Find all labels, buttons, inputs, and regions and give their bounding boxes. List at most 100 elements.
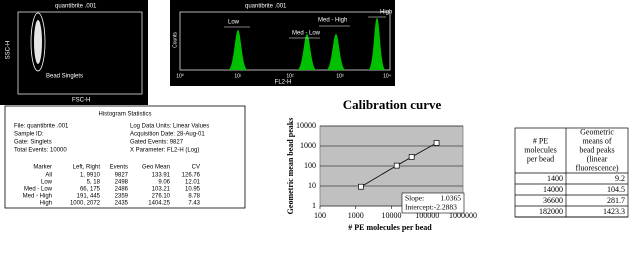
- info-line: Gate: Singlets: [14, 140, 52, 146]
- stats-cell: 9.06: [158, 180, 170, 186]
- y-label: Counts: [172, 32, 178, 48]
- table-cell: 281.7: [607, 196, 625, 205]
- y-tick-label: 1: [312, 201, 316, 210]
- x-tick-label: 100000: [415, 211, 439, 220]
- stats-cell: 9827: [115, 173, 129, 179]
- table-cell: 14000: [543, 185, 563, 194]
- chart-title: Calibration curve: [343, 97, 442, 112]
- y-label: Geometric mean bead peaks: [286, 118, 295, 215]
- panel: [170, 0, 395, 86]
- stats-cell: Low: [41, 180, 53, 186]
- stats-cell: 12.01: [185, 180, 201, 186]
- line: [360, 142, 437, 188]
- stats-cell: 2435: [115, 201, 129, 207]
- stats-cell: 126.76: [182, 173, 201, 179]
- stats-cell: Med - High: [23, 194, 52, 200]
- y-tick-label: 10000: [296, 121, 316, 130]
- table-cell: 1400: [547, 174, 563, 183]
- stats-cell: 103.21: [152, 187, 171, 193]
- info-line: File: quantibrite .001: [14, 124, 69, 130]
- x-tick-label: 100: [314, 211, 326, 220]
- stats-cell: 1, 9910: [80, 173, 101, 179]
- stats-cell: 5, 18: [87, 180, 101, 186]
- x-tick-label: 10⁰: [176, 73, 184, 79]
- peak: [228, 30, 248, 70]
- marker-label: Med - Low: [292, 31, 321, 37]
- x-tick-label: 10²: [286, 73, 294, 79]
- y-tick-label: 10: [308, 181, 316, 190]
- info-line: Sample ID:: [14, 132, 44, 138]
- stats-cell: 2498: [115, 180, 129, 186]
- stats-cell: 191, 445: [77, 194, 101, 200]
- gate-label: Bead Singlets: [46, 74, 83, 80]
- x-label: # PE molecules per bead: [348, 223, 432, 232]
- stats-cell: 7.43: [188, 201, 200, 207]
- gate: [30, 12, 46, 72]
- point: [358, 183, 364, 190]
- stats-header: Left, Right: [73, 165, 101, 171]
- title: quantibrite .001: [245, 4, 287, 10]
- y-tick-label: 100: [304, 161, 316, 170]
- x-tick-label: 1000000: [449, 211, 477, 220]
- stats-cell: 10.95: [185, 187, 201, 193]
- info-line: X Parameter: FL2-H (Log): [130, 148, 199, 154]
- table-cell: 104.5: [607, 185, 625, 194]
- histogram: quantibrite .001 Low Med - Low Med - Hig…: [170, 0, 395, 86]
- info-line: Gated Events: 9827: [130, 140, 184, 146]
- annotation: 1.0365: [440, 194, 461, 203]
- peak: [368, 18, 386, 70]
- y-label: SSC-H: [6, 41, 12, 60]
- info-line: Acquisition Date: 28-Aug-01: [130, 132, 205, 138]
- point: [433, 140, 440, 146]
- marker-bars: [224, 16, 386, 39]
- stats-cell: 133.91: [152, 173, 171, 179]
- y-tick-label: 1000: [300, 141, 316, 150]
- stats-cell: Med - Low: [24, 187, 53, 193]
- x-tick-label: 10⁴: [383, 73, 391, 79]
- frame: [17, 11, 143, 95]
- stats-header: CV: [192, 165, 200, 171]
- stats-cell: 276.10: [152, 194, 171, 200]
- stats-header: Geo Mean: [142, 165, 170, 171]
- panel: [4, 105, 246, 209]
- peak: [326, 34, 346, 70]
- stats-cell: High: [40, 201, 52, 207]
- x-tick-label: 10000: [382, 211, 402, 220]
- stats-cell: 2359: [115, 194, 129, 200]
- stats-cell: 8.78: [188, 194, 200, 200]
- x-label: FL2-H: [275, 80, 292, 86]
- annotation-box: [401, 192, 465, 214]
- table-header: # PE molecules per bead: [524, 136, 556, 163]
- info-line: Total Events: 10000: [14, 148, 67, 154]
- x-tick-label: 10¹: [234, 73, 242, 79]
- frame: [179, 11, 391, 71]
- annotation: Intercept:-2.2883: [405, 203, 457, 212]
- table-header: Geometric means of bead peaks (linear fluore…: [575, 127, 618, 172]
- table-cell: 36600: [543, 196, 563, 205]
- data-table: # PE molecules per bead Geometric means of be…: [514, 127, 629, 218]
- stats-title: Histogram Statistics: [98, 112, 151, 118]
- stats-header: Events: [110, 165, 128, 171]
- peak: [297, 34, 317, 70]
- calibration-chart: Calibration curve # PE molecules per bea…: [286, 97, 477, 232]
- point: [408, 154, 415, 160]
- marker-label: Low: [228, 20, 240, 26]
- table-cell: 9.2: [615, 174, 625, 183]
- stats-cell: All: [45, 173, 52, 179]
- point: [393, 162, 400, 169]
- stats-cell: 66, 175: [80, 187, 101, 193]
- marker-label: Med - High: [318, 18, 347, 24]
- table-cell: 1423.3: [603, 207, 625, 216]
- marker-label: High: [380, 10, 392, 16]
- annotation: Slope:: [405, 194, 424, 203]
- dot-plot: quantibrite .001 Bead Singlets FSC-H SSC…: [0, 0, 148, 105]
- info-line: Log Data Units: Linear Values: [130, 124, 209, 130]
- x-label: FSC-H: [72, 98, 90, 104]
- cloud: [34, 20, 42, 64]
- x-tick-label: 1000: [348, 211, 364, 220]
- stats-cell: 1404.25: [148, 201, 170, 207]
- title: quantibrite .001: [55, 4, 97, 10]
- stats-panel: Histogram Statistics File: quantibrite .…: [4, 105, 246, 209]
- panel: [0, 0, 148, 105]
